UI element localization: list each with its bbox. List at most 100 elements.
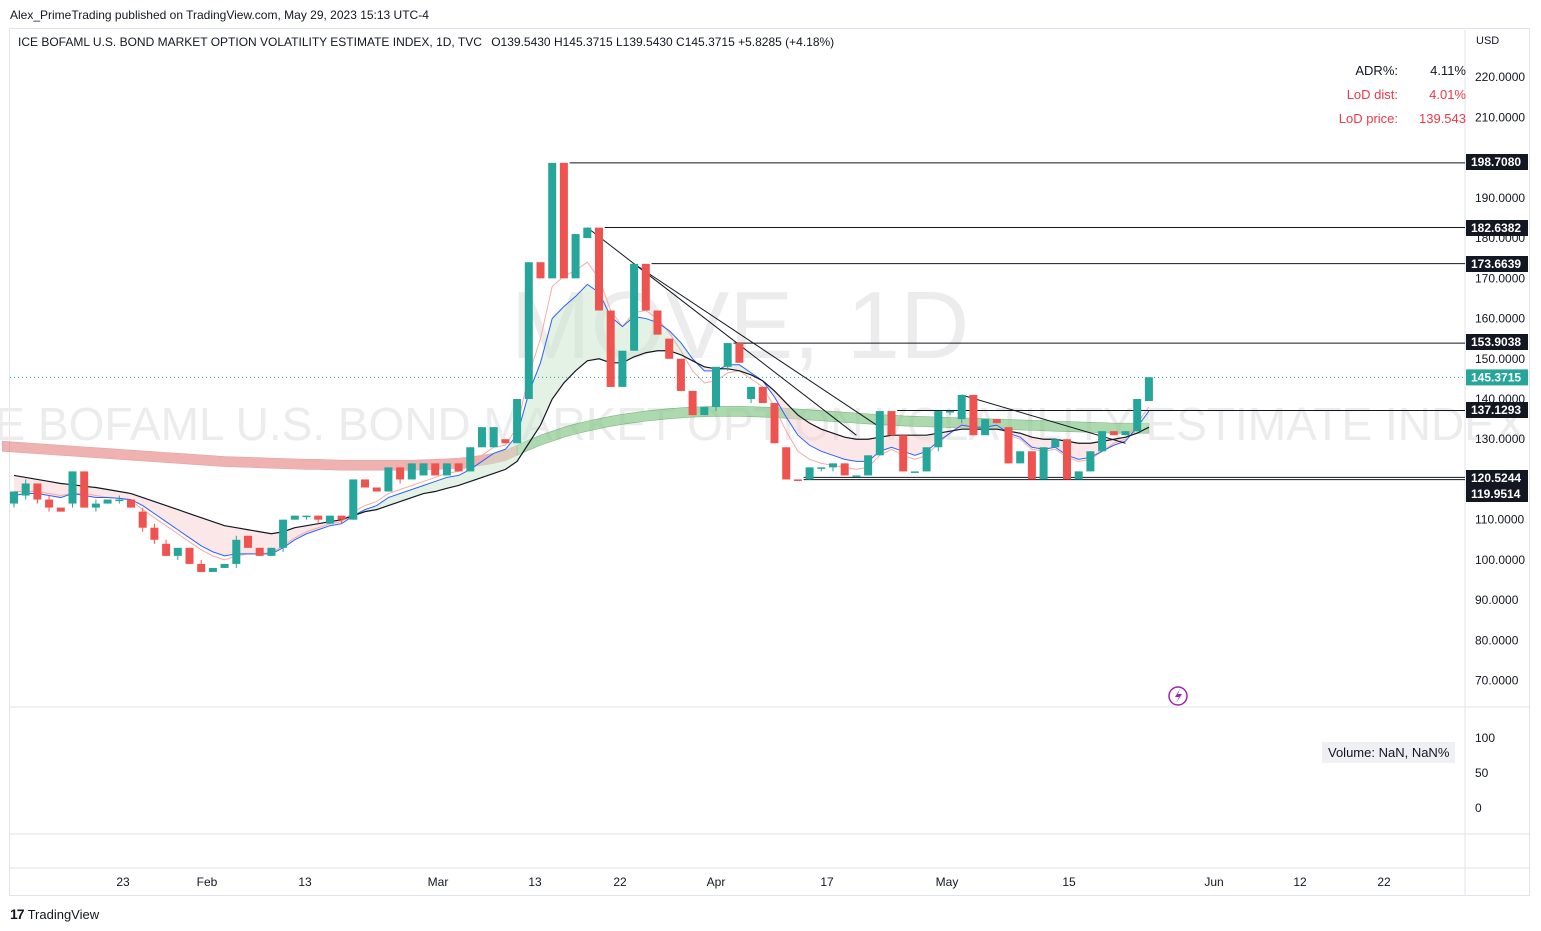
ma-fill-segment — [177, 509, 190, 538]
candle-body — [162, 543, 171, 556]
ma-thin-red-line — [14, 261, 1150, 561]
candle — [103, 499, 112, 504]
candle-body — [548, 162, 557, 279]
candle — [910, 471, 919, 473]
candle-body — [887, 411, 896, 436]
last-price-label-text: 145.3715 — [1471, 370, 1521, 384]
adr-row: ADR%: 4.11% — [1320, 63, 1466, 87]
symbol-title: ICE BOFAML U.S. BOND MARKET OPTION VOLAT… — [18, 35, 482, 49]
time-tick-label: 15 — [1062, 875, 1076, 889]
candle — [864, 455, 873, 476]
candle — [454, 463, 463, 472]
candle-body — [56, 507, 65, 512]
candle-body — [150, 527, 159, 540]
lod-price-label: LoD price: — [1338, 111, 1398, 126]
candle — [536, 262, 545, 279]
currency-label: USD — [1476, 35, 1499, 47]
ma-fill-segment — [575, 284, 588, 371]
candle — [1004, 427, 1013, 464]
time-tick-label: 13 — [298, 875, 312, 889]
candle — [758, 386, 767, 404]
candle — [349, 479, 358, 520]
trendline — [633, 263, 881, 428]
trendline — [586, 227, 857, 436]
candle-body — [676, 358, 685, 391]
level-label-bg — [1466, 220, 1528, 236]
candle-body — [559, 162, 568, 279]
candle-body — [1086, 451, 1095, 472]
candle — [10, 491, 18, 508]
candle-body — [747, 386, 756, 399]
candle — [220, 563, 229, 568]
level-label-bg — [1466, 486, 1528, 502]
candle — [618, 350, 627, 387]
candle — [162, 539, 171, 556]
level-label-text: 137.1293 — [1471, 403, 1521, 417]
level-price-label: 119.9514 — [1466, 486, 1528, 502]
candle-body — [981, 419, 990, 436]
lod-dist-label: LoD dist: — [1346, 87, 1398, 102]
price-axis: USD220.0000210.0000190.0000180.0000170.0… — [1475, 35, 1525, 815]
candle-body — [91, 503, 100, 508]
candle-body — [805, 467, 814, 480]
candle-body — [501, 439, 510, 444]
level-label-bg — [1466, 154, 1528, 170]
candle — [80, 471, 89, 508]
candle — [770, 403, 779, 444]
candle-body — [1016, 451, 1025, 464]
tradingview-brand[interactable]: 17 TradingView — [10, 906, 99, 922]
ma-fill-segment — [786, 403, 798, 436]
candle — [875, 411, 884, 456]
level-label-text: 120.5244 — [1471, 471, 1521, 485]
volume-tick-label: 100 — [1475, 731, 1495, 745]
candle-body — [817, 467, 826, 469]
candle — [805, 467, 814, 480]
candle-body — [922, 447, 931, 472]
candle-body — [618, 350, 627, 387]
candle — [735, 343, 744, 363]
candle-body — [735, 343, 744, 363]
candle-body — [910, 471, 919, 473]
ma-black-line — [13, 350, 1150, 535]
candle — [688, 390, 697, 416]
candle — [887, 411, 896, 436]
ma-fill-segment — [423, 481, 436, 494]
candle-body — [173, 547, 182, 556]
candle — [981, 419, 990, 436]
candle — [45, 495, 54, 512]
level-labels: 198.7080 182.6382 173.6639 153.9038 137.1293… — [1466, 154, 1528, 502]
candle-body — [1133, 399, 1142, 432]
candle-body — [337, 515, 346, 520]
level-label-text: 119.9514 — [1471, 487, 1521, 501]
candle-body — [127, 499, 135, 508]
candle-body — [361, 479, 369, 488]
candle-body — [349, 479, 358, 520]
candle-body — [770, 403, 779, 444]
candle — [115, 495, 124, 504]
candle — [747, 386, 756, 404]
candle-body — [723, 343, 732, 367]
level-price-label: 198.7080 — [1466, 154, 1528, 170]
candle-body — [138, 511, 147, 528]
candle — [208, 567, 217, 572]
candle-body — [431, 463, 440, 476]
ma-fill-segment — [844, 437, 857, 462]
candle — [431, 463, 440, 476]
candle — [127, 499, 135, 508]
candle-body — [1039, 447, 1048, 480]
ma-fill-segment — [552, 306, 564, 399]
publisher-line: Alex_PrimeTrading published on TradingVi… — [10, 8, 429, 22]
candle-body — [513, 399, 522, 444]
candle — [489, 427, 498, 448]
ma-fill-segment — [482, 453, 494, 478]
candle — [396, 467, 405, 484]
volume-tick-label: 50 — [1475, 766, 1489, 780]
candle — [244, 535, 252, 548]
moving-averages — [13, 261, 1150, 561]
candle — [384, 467, 393, 492]
ma-fill-segment — [446, 475, 459, 489]
price-tick-label: 110.0000 — [1475, 513, 1524, 527]
level-label-bg — [1466, 256, 1528, 272]
candle-body — [1027, 451, 1036, 480]
